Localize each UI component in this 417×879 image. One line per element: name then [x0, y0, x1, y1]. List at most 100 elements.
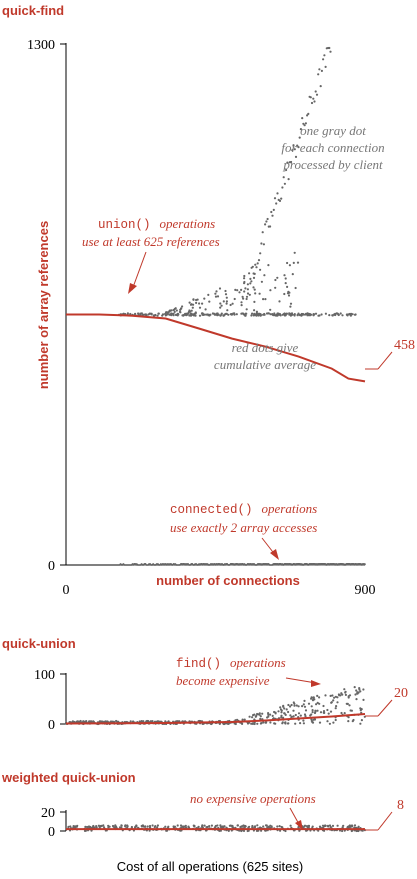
- qf-dot-544: [236, 563, 239, 566]
- qu-dot-397: [336, 701, 339, 704]
- qu-dot-363: [145, 720, 148, 723]
- qf-dot-199: [241, 312, 244, 315]
- wqu-end-value: 8: [397, 798, 404, 813]
- wqu-dot-219: [328, 824, 332, 827]
- quick-union-title: quick-union: [2, 636, 76, 651]
- qf-dot-525: [164, 563, 167, 566]
- qf-x-axis-label: number of connections: [156, 573, 300, 588]
- qf-dot-691: [257, 259, 261, 262]
- qf-dot-557: [266, 563, 269, 566]
- qf-dot-475: [354, 563, 357, 566]
- qf-dot-623: [225, 296, 228, 299]
- qf-dot-440: [122, 563, 125, 566]
- qf-dot-232: [288, 313, 291, 316]
- qf-dot-592: [188, 310, 192, 313]
- qu-dot-230: [279, 706, 282, 709]
- qu-find-annotation-line1: find() operations: [176, 654, 286, 671]
- wqu-dot-364: [324, 824, 327, 827]
- qf-dot-538: [182, 563, 185, 566]
- qf-dot-636: [274, 286, 277, 289]
- qu-dot-489: [280, 709, 283, 712]
- qf-dot-694: [261, 231, 264, 234]
- qf-dot-531: [279, 563, 282, 566]
- qf-dot-548: [264, 563, 267, 566]
- qf-xtick-label-left: 0: [63, 583, 70, 598]
- qf-dot-141: [269, 313, 272, 316]
- qf-dot-515: [148, 563, 151, 566]
- qf-average-line: [66, 313, 366, 383]
- wqu-dot-406: [197, 825, 200, 828]
- qu-dot-16: [251, 722, 254, 726]
- qf-dot-652: [208, 300, 211, 303]
- qf-dot-668: [224, 293, 228, 296]
- qu-dot-58: [333, 696, 336, 699]
- qf-dot-572: [190, 309, 193, 312]
- qf-dot-735: [312, 97, 315, 100]
- qf-dot-589: [219, 302, 222, 305]
- qf-dot-648: [192, 298, 195, 301]
- qf-dot-630: [172, 308, 175, 312]
- qf-dot-204: [188, 314, 191, 317]
- qf-dot-723: [297, 146, 300, 149]
- qu-dot-239: [264, 721, 267, 724]
- qf-dot-631: [254, 292, 257, 295]
- qf-dot-660: [288, 291, 291, 294]
- qf-dot-678: [243, 274, 246, 278]
- qu-dot-228: [310, 696, 313, 699]
- qu-dot-103: [252, 714, 255, 717]
- qu-dot-168: [302, 703, 305, 706]
- qf-red-annotation-line1: red dots give: [232, 340, 299, 355]
- qf-dot-606: [240, 301, 243, 304]
- qf-dot-408: [221, 563, 224, 566]
- qf-end-value: 458: [394, 338, 415, 353]
- qf-dot-129: [314, 312, 318, 315]
- qf-dot-696: [264, 223, 267, 226]
- qf-dot-256: [134, 312, 137, 315]
- qu-dot-220: [347, 720, 350, 723]
- qu-end-value: 20: [394, 686, 408, 701]
- qf-dot-635: [191, 306, 194, 309]
- qu-dot-237: [310, 705, 313, 708]
- qu-dot-227: [294, 722, 297, 725]
- qu-dot-89: [354, 693, 357, 696]
- qu-dot-212: [292, 715, 295, 718]
- qf-dot-710: [281, 186, 284, 189]
- qf-dot-242: [255, 314, 258, 317]
- qu-dot-370: [295, 704, 298, 707]
- qu-dot-415: [312, 696, 315, 699]
- qf-dot-259: [334, 313, 337, 317]
- qu-dot-37: [280, 711, 283, 714]
- qu-dot-245: [344, 693, 347, 697]
- qf-dot-738: [315, 93, 319, 96]
- qu-dot-234: [115, 719, 118, 723]
- qf-dot-698: [266, 217, 269, 221]
- qu-dot-359: [334, 695, 337, 698]
- qu-dot-463: [289, 705, 292, 708]
- qf-dot-669: [253, 300, 256, 303]
- qf-dot-241: [225, 312, 228, 315]
- wqu-dot-8: [156, 826, 159, 829]
- qu-dot-517: [318, 696, 321, 699]
- qu-dot-445: [297, 712, 301, 715]
- qf-dot-744: [323, 54, 326, 57]
- qf-dot-540: [350, 563, 354, 566]
- qu-dot-364: [341, 693, 344, 696]
- qf-dot-327: [335, 563, 338, 566]
- wqu-dot-140: [214, 824, 217, 828]
- qu-find-annotation-line2: become expensive: [176, 673, 270, 688]
- qf-dot-173: [304, 312, 308, 315]
- qf-dot-622: [242, 297, 245, 300]
- qf-dot-689: [255, 266, 258, 269]
- qu-dot-140: [362, 698, 365, 702]
- qf-dot-249: [317, 314, 320, 317]
- qf-dot-527: [293, 563, 296, 566]
- qf-dot-734: [310, 101, 314, 105]
- qf-dot-549: [305, 563, 308, 566]
- qf-dot-717: [290, 160, 293, 164]
- qu-dot-117: [303, 705, 307, 708]
- qu-dot-231: [262, 721, 265, 724]
- qf-dot-437: [326, 563, 329, 566]
- qu-dot-180: [359, 722, 362, 725]
- qf-dot-567: [278, 300, 281, 303]
- qf-dot-239: [345, 313, 349, 316]
